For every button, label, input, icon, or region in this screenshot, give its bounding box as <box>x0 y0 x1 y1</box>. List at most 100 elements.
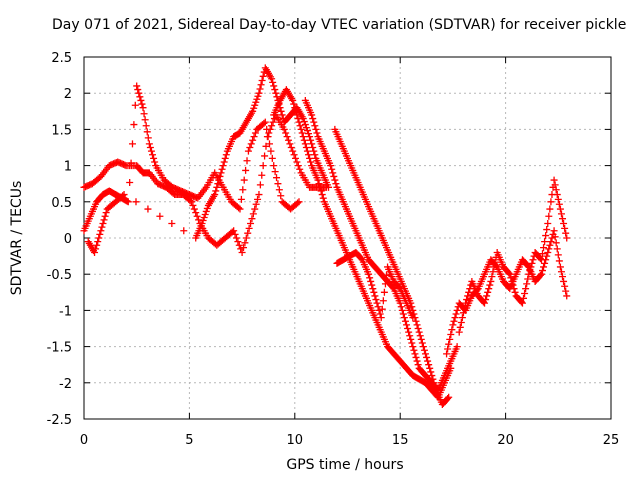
data-point <box>525 270 533 278</box>
data-point <box>284 136 292 144</box>
data-point <box>389 283 397 291</box>
data-point <box>134 86 142 94</box>
data-point <box>395 283 403 291</box>
data-point <box>202 207 210 215</box>
data-point <box>249 107 257 115</box>
data-point <box>188 198 196 206</box>
data-point <box>562 287 570 295</box>
data-point <box>318 191 326 199</box>
data-point <box>95 234 103 242</box>
data-point <box>448 326 456 334</box>
data-point <box>120 191 128 199</box>
data-point <box>240 176 248 184</box>
data-point <box>96 230 104 238</box>
data-point <box>405 328 413 336</box>
data-point <box>244 147 252 155</box>
data-point <box>427 368 435 376</box>
data-point <box>372 296 380 304</box>
data-point <box>289 147 297 155</box>
y-tick-label: 0 <box>64 232 72 247</box>
data-point <box>92 245 100 253</box>
data-point <box>302 144 310 151</box>
data-point <box>424 357 432 365</box>
data-point <box>561 282 569 290</box>
data-point <box>357 255 365 263</box>
data-point <box>277 107 285 115</box>
data-point <box>283 133 291 141</box>
data-point <box>490 263 498 271</box>
data-point <box>310 118 318 126</box>
data-point <box>452 310 460 318</box>
data-point <box>150 154 158 162</box>
data-point <box>459 309 467 317</box>
data-point <box>417 335 425 343</box>
y-tick-label: 1.5 <box>51 123 72 138</box>
data-point <box>536 255 544 263</box>
data-point <box>305 151 313 159</box>
data-point <box>300 136 308 144</box>
data-point <box>266 125 274 133</box>
data-point <box>489 268 497 276</box>
data-point <box>382 271 390 279</box>
data-point <box>453 306 461 314</box>
data-point <box>256 181 264 189</box>
data-point <box>445 393 453 401</box>
data-point <box>517 298 525 306</box>
data-point <box>274 180 282 188</box>
data-point <box>255 89 263 97</box>
data-point <box>244 229 252 237</box>
data-point <box>201 210 209 218</box>
data-point <box>269 118 277 126</box>
data-point <box>484 288 492 296</box>
data-point <box>419 343 427 351</box>
data-point <box>524 275 532 283</box>
x-tick-label: 15 <box>392 433 409 448</box>
data-point <box>270 162 278 170</box>
data-point <box>379 297 387 305</box>
data-point <box>252 98 260 106</box>
data-point <box>220 158 228 166</box>
data-point <box>312 125 320 133</box>
data-point <box>101 212 109 220</box>
data-point <box>482 296 490 304</box>
data-point <box>483 292 491 300</box>
data-point <box>556 205 564 213</box>
data-point <box>213 183 221 191</box>
data-point <box>307 158 315 166</box>
data-point <box>332 180 340 188</box>
data-point <box>280 125 288 133</box>
data-point <box>397 303 405 311</box>
data-point <box>292 154 300 162</box>
data-point <box>560 220 568 228</box>
x-tick-label: 25 <box>603 433 620 448</box>
data-point <box>268 154 276 162</box>
data-point <box>218 165 226 173</box>
data-point <box>409 343 417 351</box>
data-point <box>145 140 153 148</box>
data-point <box>527 263 535 271</box>
data-point <box>542 232 550 240</box>
data-point <box>559 273 567 281</box>
data-point <box>238 248 246 256</box>
data-point <box>147 147 155 155</box>
data-point <box>199 217 207 225</box>
data-point <box>523 280 531 288</box>
data-point <box>449 321 457 329</box>
data-point <box>556 263 564 271</box>
data-point <box>520 294 528 302</box>
data-point <box>544 220 552 228</box>
data-point <box>407 335 415 343</box>
data-point <box>559 215 567 223</box>
data-point <box>426 364 434 372</box>
data-point <box>156 212 164 220</box>
data-point <box>522 285 530 293</box>
data-point <box>272 89 280 97</box>
y-tick-label: 0.5 <box>51 196 72 211</box>
data-point <box>314 176 322 184</box>
data-point <box>303 147 311 155</box>
data-point <box>371 292 379 300</box>
data-point <box>198 220 206 228</box>
data-point <box>541 259 549 267</box>
data-point <box>273 174 281 182</box>
data-point <box>552 239 560 247</box>
